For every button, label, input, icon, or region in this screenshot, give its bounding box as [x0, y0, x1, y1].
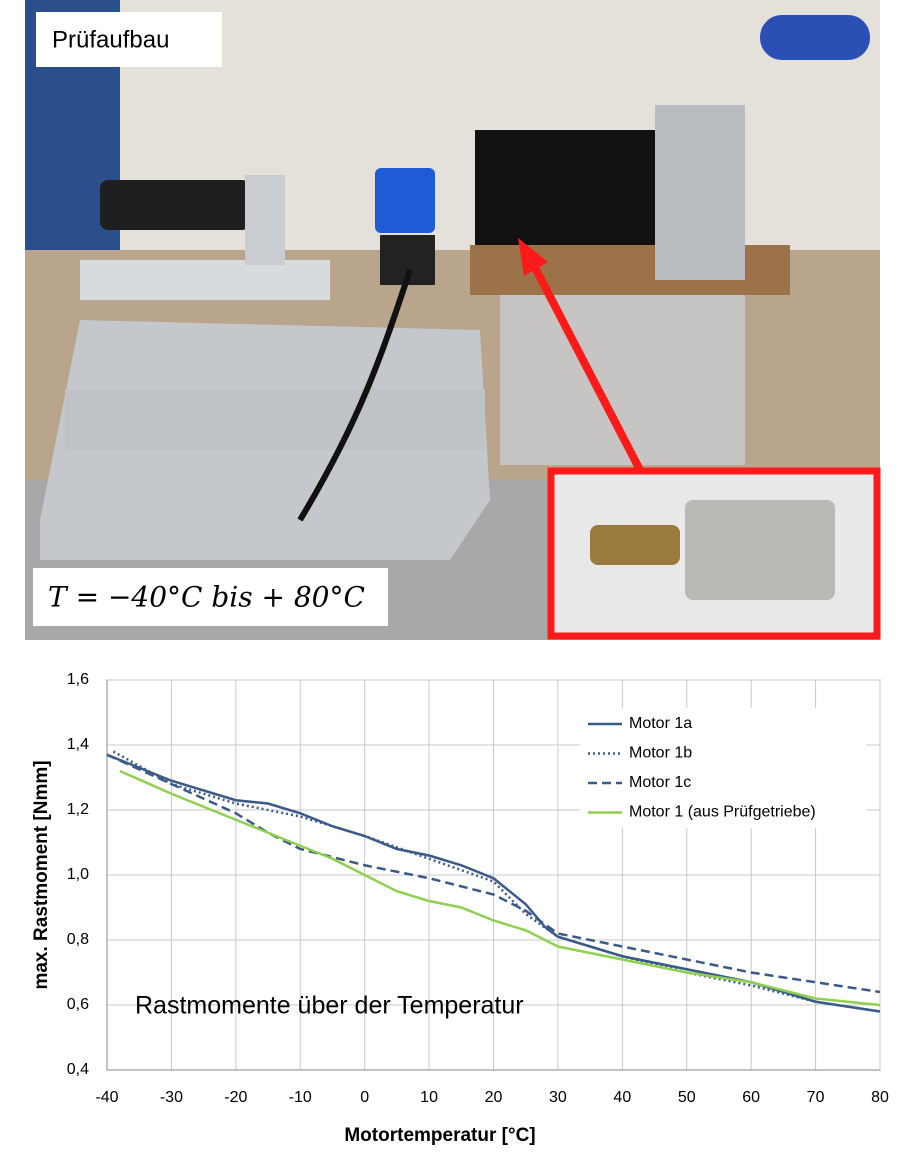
- y-tick-label: 0,6: [67, 996, 89, 1013]
- photo-label: Prüfaufbau: [52, 26, 169, 53]
- series-line: [106, 753, 881, 994]
- x-tick-label: -30: [160, 1089, 183, 1106]
- photo: Prüfaufbau T = −40°C bis + 80°C: [25, 0, 881, 640]
- annotation: Rastmomente über der Temperatur: [135, 992, 524, 1020]
- chart: Motortemperatur [°C] max. Rastmoment [Nm…: [31, 671, 889, 1146]
- legend-label: Motor 1a: [629, 715, 692, 732]
- y-tick-label: 1,0: [67, 866, 89, 883]
- x-tick-label: 0: [360, 1089, 369, 1106]
- x-tick-label: 60: [742, 1089, 760, 1106]
- x-tick-label: 40: [613, 1089, 631, 1106]
- x-tick-label: 10: [420, 1089, 438, 1106]
- x-tick-label: 20: [485, 1089, 503, 1106]
- y-tick-label: 1,6: [67, 671, 89, 688]
- series-line: [119, 769, 881, 1007]
- x-tick-label: -20: [224, 1089, 247, 1106]
- legend-label: Motor 1 (aus Prüfgetriebe): [629, 804, 816, 821]
- x-tick-label: 80: [871, 1089, 889, 1106]
- y-tick-label: 0,4: [67, 1061, 89, 1078]
- x-axis-title: Motortemperatur [°C]: [344, 1125, 535, 1146]
- x-tick-label: 30: [549, 1089, 567, 1106]
- series-line: [106, 753, 881, 1013]
- series-line: [112, 750, 881, 1013]
- y-axis-title: max. Rastmoment [Nmm]: [31, 760, 52, 989]
- legend-label: Motor 1b: [629, 745, 692, 762]
- x-tick-label: 50: [678, 1089, 696, 1106]
- x-tick-label: 70: [807, 1089, 825, 1106]
- x-tick-label: -40: [95, 1089, 118, 1106]
- y-tick-label: 1,2: [67, 801, 89, 818]
- legend-box: [580, 708, 866, 828]
- legend-label: Motor 1c: [629, 774, 691, 791]
- y-tick-label: 0,8: [67, 931, 89, 948]
- y-tick-label: 1,4: [67, 736, 89, 753]
- temperature-formula: T = −40°C bis + 80°C: [48, 581, 365, 614]
- x-tick-label: -10: [289, 1089, 312, 1106]
